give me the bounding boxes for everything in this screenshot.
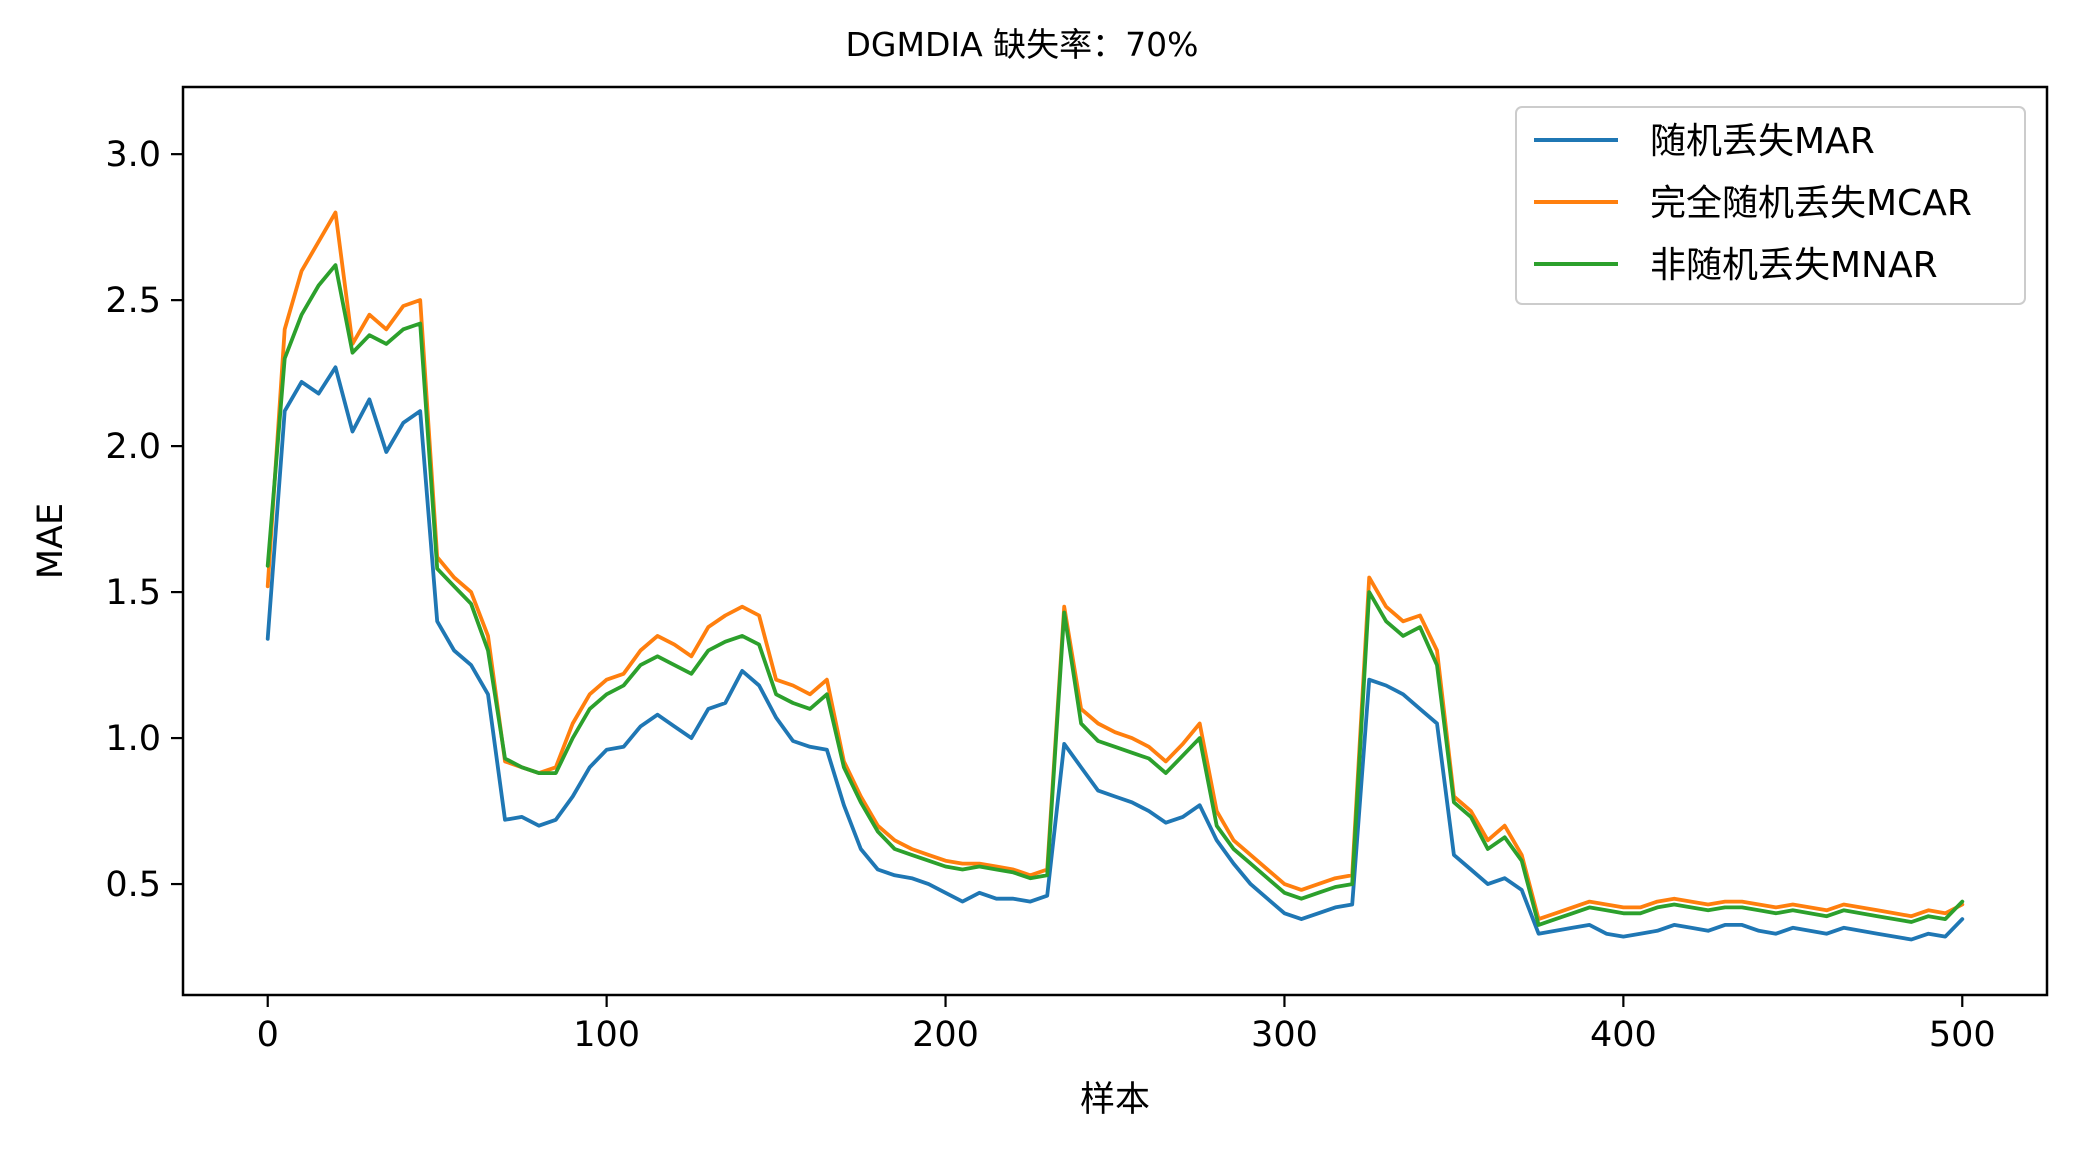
legend-label-1: 随机丢失MAR	[1650, 121, 1875, 162]
legend: 随机丢失MAR 完全随机丢失MCAR 非随机丢失MNAR	[1515, 106, 2026, 305]
y-tick-label: 3.0	[105, 135, 161, 175]
x-axis-label: 样本	[1080, 1080, 1150, 1120]
y-tick-label: 0.5	[105, 865, 161, 905]
plot-area-frame	[181, 85, 2049, 997]
y-tick-label: 1.5	[105, 573, 161, 613]
x-tick-label: 200	[912, 1015, 979, 1055]
legend-label-3: 非随机丢失MNAR	[1650, 245, 1938, 286]
series-line-2	[265, 210, 1965, 921]
y-axis-label: MAE	[31, 503, 71, 579]
series-line-1	[265, 365, 1965, 942]
x-axis: 0 100 200 300 400 500	[257, 995, 1996, 1055]
y-tick-label: 1.0	[105, 719, 161, 759]
series-line-3	[265, 263, 1965, 927]
chart-title: DGMDIA 缺失率：70%	[845, 25, 1198, 64]
legend-box	[1515, 106, 2026, 305]
series-layer	[265, 210, 1965, 942]
x-tick-label: 100	[573, 1015, 640, 1055]
legend-label-2: 完全随机丢失MCAR	[1650, 183, 1972, 224]
x-tick-label: 500	[1929, 1015, 1996, 1055]
x-tick-label: 300	[1251, 1015, 1318, 1055]
y-tick-label: 2.5	[105, 281, 161, 321]
y-tick-label: 2.0	[105, 427, 161, 467]
y-axis: 0.5 1.0 1.5 2.0 2.5 3.0	[105, 135, 183, 905]
x-tick-label: 400	[1590, 1015, 1657, 1055]
legend-items: 随机丢失MAR 完全随机丢失MCAR 非随机丢失MNAR	[1534, 121, 1972, 286]
x-tick-label: 0	[257, 1015, 279, 1055]
